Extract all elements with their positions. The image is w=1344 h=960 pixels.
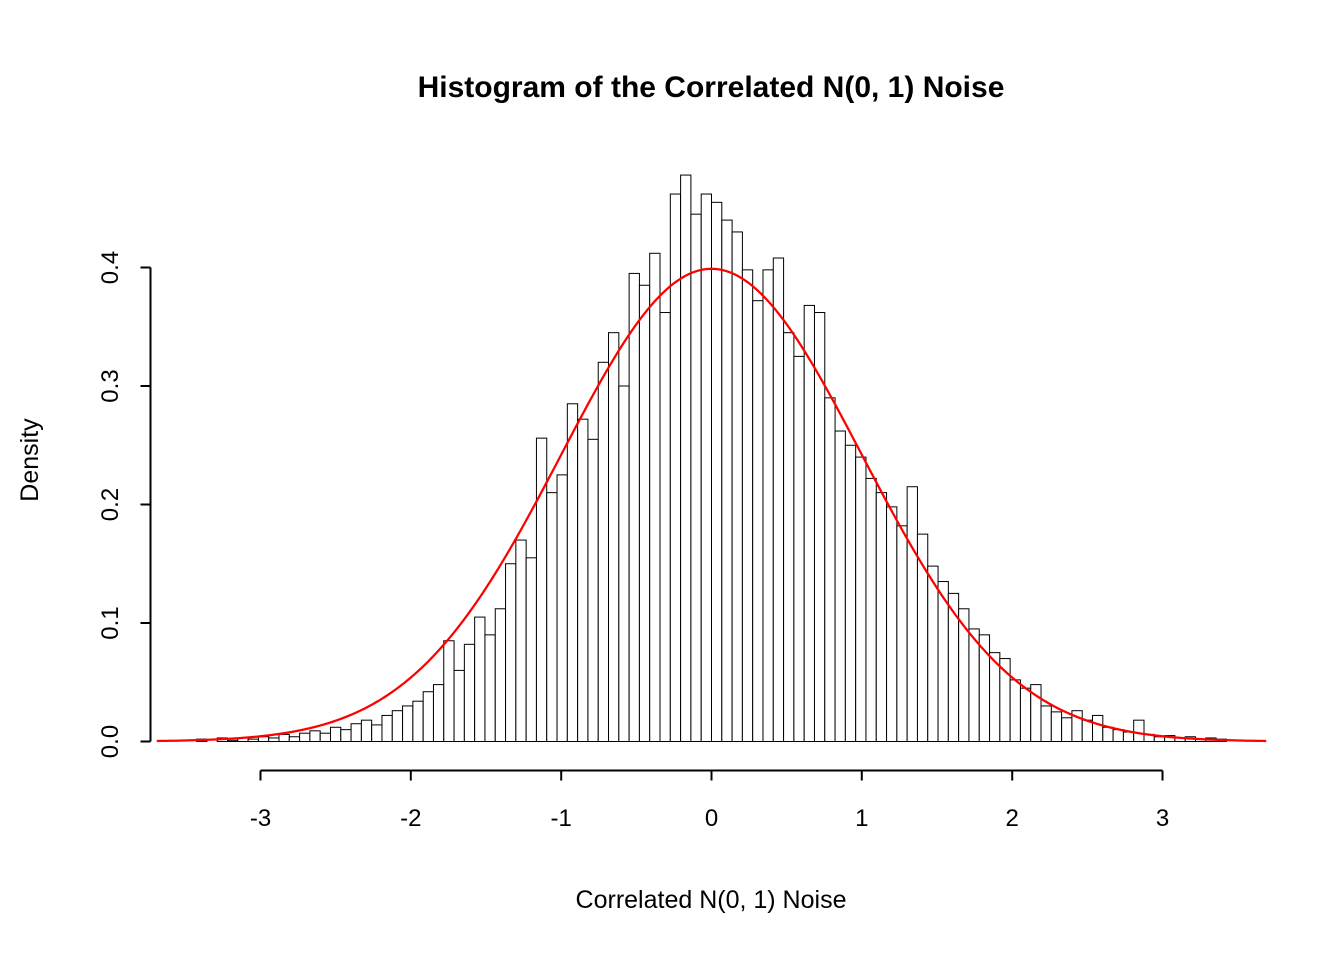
histogram-bar [288, 736, 301, 743]
histogram-bar [443, 640, 455, 743]
histogram-bar [731, 231, 743, 742]
histogram-bar [299, 732, 311, 743]
histogram-bar [721, 219, 733, 743]
histogram-bar [844, 444, 857, 742]
histogram-bar [402, 705, 414, 743]
histogram-bar [453, 669, 465, 743]
histogram-bar [680, 174, 692, 742]
histogram-bar [649, 252, 661, 742]
histogram-bar [608, 332, 620, 742]
histogram-bar [875, 492, 888, 742]
histogram-bar [227, 739, 239, 743]
histogram-bar [886, 506, 898, 742]
histogram-bar [515, 539, 527, 742]
histogram-bar [350, 723, 362, 742]
histogram-bar [1112, 729, 1124, 743]
histogram-bar [628, 272, 640, 742]
histogram-bar [319, 732, 331, 743]
histogram-bar [546, 492, 558, 742]
histogram-bar [855, 456, 867, 742]
x-axis-label: Correlated N(0, 1) Noise [576, 886, 847, 914]
histogram-bar [340, 729, 352, 743]
histogram-bar [659, 312, 671, 742]
histogram-bar [1133, 719, 1145, 742]
histogram-bar [803, 304, 815, 742]
histogram-bars [196, 174, 1227, 743]
histogram-bar [463, 643, 476, 743]
y-tick-label: 0.0 [97, 725, 124, 758]
histogram-bar [1009, 679, 1021, 743]
histogram-bar [968, 628, 980, 742]
histogram-bar [1019, 687, 1032, 742]
histogram-bar [309, 730, 321, 743]
histogram-bar [1153, 736, 1166, 743]
histogram-bar [268, 737, 280, 743]
histogram-bar [1061, 717, 1073, 742]
histogram-bar [711, 201, 723, 742]
y-tick-label: 0.3 [97, 369, 124, 402]
histogram-bar [772, 257, 785, 742]
x-tick-label: 3 [1156, 805, 1169, 832]
histogram-bar [824, 397, 836, 742]
histogram-bar [494, 608, 507, 743]
x-tick-label: 0 [705, 805, 718, 832]
histogram-bar [484, 634, 496, 742]
y-tick-label: 0.4 [97, 251, 124, 284]
histogram-bar [896, 525, 908, 743]
histogram-bar [618, 385, 630, 742]
normal-density-curve [156, 267, 1267, 743]
x-tick-label: -2 [400, 805, 421, 832]
histogram-bar [700, 193, 713, 742]
histogram-bar [257, 736, 270, 743]
histogram-bar [906, 486, 918, 743]
y-tick-label: 0.2 [97, 488, 124, 521]
histogram-bar [247, 738, 259, 743]
histogram-bar [597, 361, 610, 742]
histogram-bar [474, 616, 486, 743]
histogram-bar [741, 269, 754, 742]
histogram-bar [1092, 714, 1104, 742]
histogram-bar [752, 300, 764, 742]
histogram-bar [371, 724, 383, 742]
histogram-bar [566, 403, 579, 742]
y-axis-label: Density [16, 418, 44, 502]
histogram-bar [793, 355, 805, 743]
histogram-bar [783, 332, 795, 742]
histogram-bar [1040, 705, 1052, 743]
histogram-bar [278, 733, 290, 743]
histogram-bar [834, 430, 846, 742]
histogram-bar [391, 710, 404, 743]
y-tick-label: 0.1 [97, 606, 124, 639]
histogram-bar [1081, 719, 1094, 742]
histogram-bar [937, 581, 949, 743]
histogram-bar [690, 213, 702, 743]
x-tick-label: -3 [250, 805, 271, 832]
histogram-bar [865, 477, 877, 742]
histogram-bar [422, 691, 434, 742]
histogram-bar [638, 284, 651, 742]
histogram-bar [587, 438, 599, 742]
histogram-bar [381, 714, 393, 742]
histogram-bar [762, 269, 774, 742]
histogram-bar [556, 474, 568, 743]
x-tick-label: 2 [1006, 805, 1019, 832]
histogram-bar [577, 418, 589, 742]
histogram-bar [1122, 731, 1135, 743]
histogram-bar [329, 726, 342, 743]
histogram-bar [1102, 726, 1114, 743]
x-tick-label: -1 [551, 805, 572, 832]
axes: 0.0 0.1 0.2 0.3 0.4 -3 -2 -1 0 1 2 3 [97, 251, 1169, 832]
histogram-bar [927, 565, 939, 742]
histogram-bar [505, 563, 517, 742]
histogram-bar [669, 193, 682, 742]
histogram-bar [360, 719, 373, 742]
histogram-bar [412, 700, 424, 743]
histogram-bar [1050, 711, 1063, 743]
chart-title: Histogram of the Correlated N(0, 1) Nois… [418, 71, 1005, 104]
x-tick-label: 1 [855, 805, 868, 832]
histogram-bar [525, 557, 537, 743]
histogram-bar [432, 684, 445, 742]
